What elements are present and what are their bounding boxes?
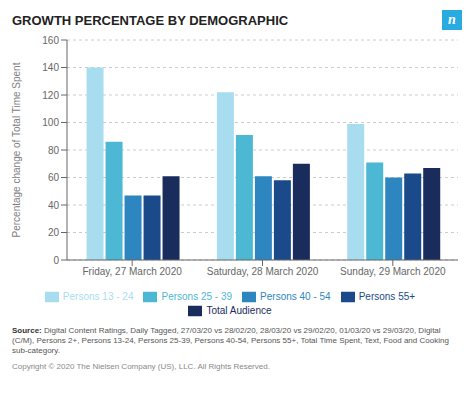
svg-text:Sunday, 29 March 2020: Sunday, 29 March 2020 [340,266,446,277]
svg-text:160: 160 [42,35,59,46]
svg-text:140: 140 [42,62,59,73]
svg-text:60: 60 [48,172,60,183]
html-text:GROWTH PERCENTAGE BY DEMOGRAPH: GROWTH PERCENTAGE BY DEMOGRAPHIC [12,12,289,28]
svg-text:Saturday, 28 March 2020: Saturday, 28 March 2020 [207,266,319,277]
svg-text:40: 40 [48,200,60,211]
html-text:n: n [448,12,456,27]
svg-text:80: 80 [48,145,60,156]
svg-text:20: 20 [48,227,60,238]
html-text:Persons 55+: Persons 55+ [358,290,416,302]
html-text:Total Audience: Total Audience [206,304,272,316]
svg-text:Friday, 27 March 2020: Friday, 27 March 2020 [83,266,183,277]
svg-text:Percentage change of Total Tim: Percentage change of Total Time Spent [11,62,22,237]
svg-text:120: 120 [42,90,59,101]
html-text:Persons 40 - 54: Persons 40 - 54 [260,290,331,302]
html-text:Copyright © 2020 The Nielsen C: Copyright © 2020 The Nielsen Company (US… [12,362,270,371]
html-text:Source: Digital Content Rating: Source: Digital Content Ratings, Daily T… [12,326,449,355]
html-text:Persons 25 - 39: Persons 25 - 39 [161,290,233,302]
html-text:Persons 13 - 24: Persons 13 - 24 [62,290,134,302]
svg-text:100: 100 [42,117,59,128]
svg-text:0: 0 [53,255,59,266]
